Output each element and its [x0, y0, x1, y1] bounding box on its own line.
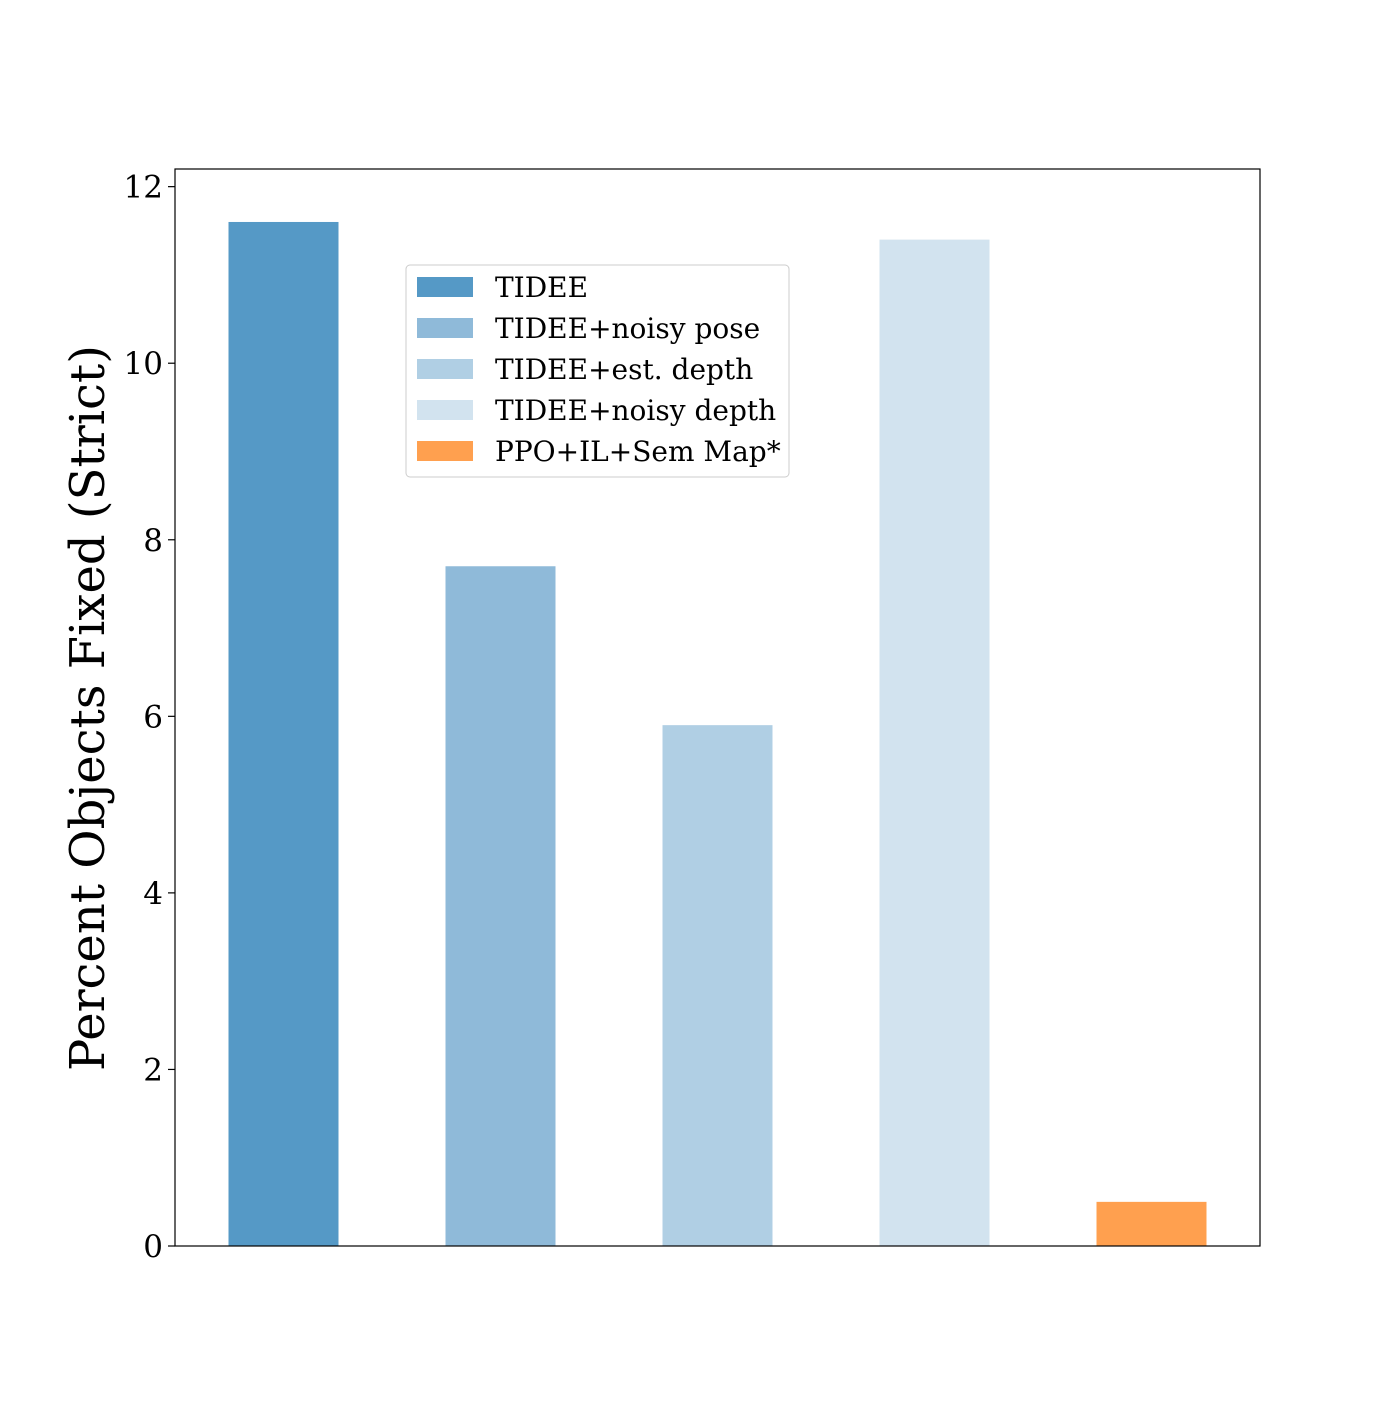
legend-swatch [417, 441, 473, 461]
legend-label: TIDEE+est. depth [495, 353, 753, 386]
legend-label: TIDEE+noisy depth [495, 394, 776, 427]
y-tick-label: 6 [143, 699, 163, 735]
y-tick-label: 12 [124, 170, 163, 206]
y-tick-label: 0 [143, 1229, 163, 1265]
y-tick-label: 8 [143, 523, 163, 559]
legend-label: PPO+IL+Sem Map* [495, 435, 781, 468]
legend-entry: TIDEE+noisy depth [417, 394, 776, 427]
bar-tidee-est-depth [662, 725, 773, 1246]
bar-tidee [228, 221, 339, 1247]
legend-entry: TIDEE+est. depth [417, 353, 753, 386]
legend-swatch [417, 359, 473, 379]
y-axis-label: Percent Objects Fixed (Strict) [60, 345, 116, 1071]
legend-box [405, 264, 790, 478]
y-tick-label: 2 [143, 1052, 163, 1088]
axes-layer: 0 2 4 6 8 10 12 [124, 168, 1261, 1265]
bar-tidee-noisy-depth [879, 239, 990, 1246]
y-tick-label: 4 [143, 876, 163, 912]
legend-swatch [417, 318, 473, 338]
bars-layer [228, 221, 1207, 1247]
plot-frame [174, 168, 1261, 1247]
legend: TIDEE TIDEE+noisy pose TIDEE+est. depth TID… [405, 264, 790, 478]
legend-swatch [417, 277, 473, 297]
legend-entry: TIDEE+noisy pose [417, 312, 760, 345]
legend-label: TIDEE [495, 271, 588, 304]
legend-entry: TIDEE [417, 271, 588, 304]
legend-entry: PPO+IL+Sem Map* [417, 435, 781, 468]
bar-ppo-il-sem-map [1096, 1201, 1207, 1246]
legend-swatch [417, 400, 473, 420]
legend-label: TIDEE+noisy pose [495, 312, 760, 345]
bar-tidee-noisy-pose [445, 566, 556, 1246]
y-tick-label: 10 [124, 346, 163, 382]
